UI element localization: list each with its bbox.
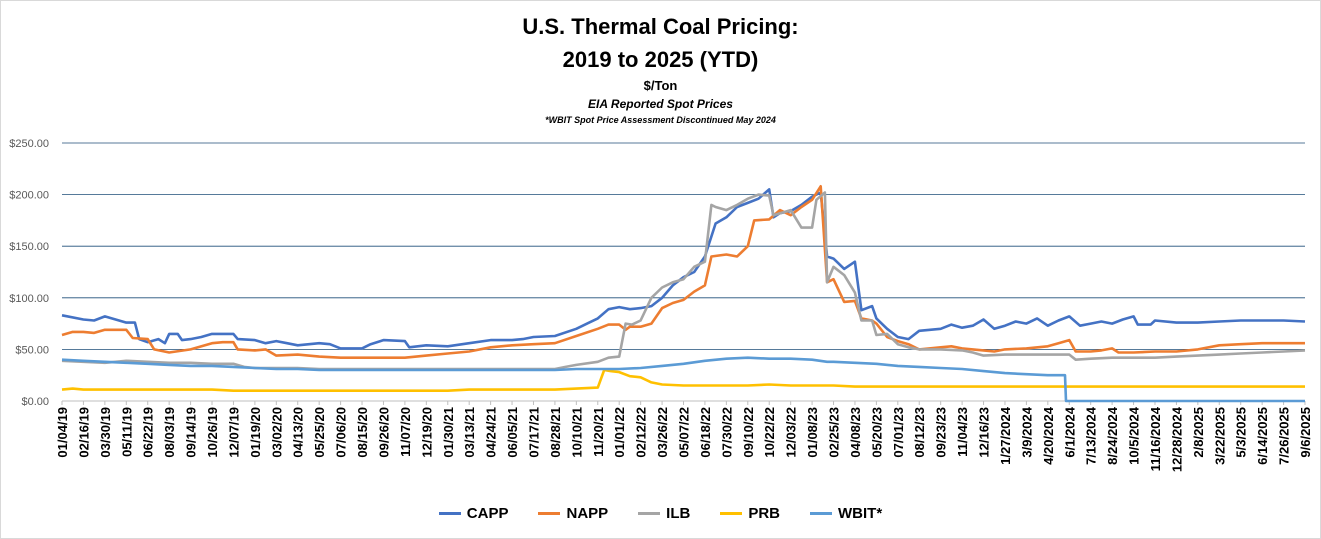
x-tick-label: 04/13/20 [291, 407, 306, 458]
x-tick-label: 8/24/2024 [1105, 406, 1120, 465]
x-tick-label: 05/11/19 [119, 407, 134, 457]
series-line-capp [61, 188, 1306, 350]
legend-item: NAPP [538, 505, 608, 522]
y-tick-label: $50.00 [15, 344, 49, 356]
unit-label: $/Ton [643, 78, 678, 93]
y-tick-label: $200.00 [9, 190, 49, 202]
x-tick-label: 09/10/22 [741, 407, 756, 458]
legend-item: PRB [720, 505, 780, 522]
x-tick-label: 09/14/19 [184, 407, 199, 458]
legend-label: PRB [748, 505, 781, 522]
legend-swatch [538, 512, 561, 515]
series-line-wbit [61, 356, 1305, 403]
legend-swatch [720, 512, 743, 515]
x-tick-label: 03/30/19 [98, 407, 113, 458]
x-tick-label: 04/24/21 [484, 407, 499, 458]
legend-swatch [810, 512, 833, 515]
x-tick-label: 1/27/2024 [998, 406, 1013, 465]
x-tick-label: 11/16/2024 [1148, 406, 1163, 471]
x-tick-label: 01/19/20 [248, 407, 263, 458]
series-line-prb [61, 368, 1305, 392]
x-tick-label: 3/9/2024 [1019, 406, 1034, 457]
legend-label: ILB [666, 505, 691, 522]
series-line-ilb [61, 191, 1306, 371]
x-tick-label: 05/20/23 [869, 407, 884, 458]
x-tick-label: 01/08/23 [805, 407, 820, 458]
x-tick-label: 08/12/23 [912, 407, 927, 458]
x-tick-label: 11/20/21 [591, 407, 606, 457]
chart-title: U.S. Thermal Coal Pricing: [522, 14, 799, 39]
x-tick-label: 9/6/2025 [1298, 407, 1313, 458]
x-tick-label: 01/01/22 [612, 407, 627, 458]
x-tick-label: 08/03/19 [162, 407, 177, 458]
y-tick-label: $250.00 [9, 138, 49, 150]
x-tick-label: 10/5/2024 [1127, 406, 1142, 465]
legend-item: ILB [638, 505, 690, 522]
x-tick-label: 7/26/2025 [1277, 407, 1292, 465]
x-tick-label: 6/14/2025 [1255, 407, 1270, 465]
x-tick-label: 06/22/19 [141, 407, 156, 458]
legend-label: NAPP [566, 505, 609, 522]
x-tick-label: 01/04/19 [55, 407, 70, 458]
x-tick-label: 06/18/22 [698, 407, 713, 458]
legend-label: CAPP [466, 505, 509, 522]
x-tick-label: 03/13/21 [462, 407, 477, 458]
chart-subtitle: EIA Reported Spot Prices [588, 97, 733, 111]
x-tick-label: 12/28/2024 [1169, 406, 1184, 472]
x-tick-label: 02/12/22 [634, 407, 649, 458]
x-tick-label: 4/20/2024 [1041, 406, 1056, 465]
x-tick-label: 09/23/23 [934, 407, 949, 458]
x-tick-label: 01/30/21 [441, 407, 456, 458]
x-tick-label: 09/26/20 [376, 407, 391, 458]
x-tick-label: 03/26/22 [655, 407, 670, 458]
legend-item: WBIT* [810, 505, 882, 522]
y-tick-label: $150.00 [9, 241, 49, 253]
x-tick-label: 6/1/2024 [1062, 406, 1077, 457]
x-tick-label: 2/8/2025 [1191, 407, 1206, 458]
x-tick-label: 02/25/23 [827, 407, 842, 458]
x-tick-label: 02/16/19 [76, 407, 91, 458]
x-tick-label: 10/22/22 [762, 407, 777, 458]
x-tick-label: 12/19/20 [419, 407, 434, 458]
x-tick-label: 10/10/21 [569, 407, 584, 458]
y-tick-label: $100.00 [9, 293, 49, 305]
x-tick-label: 10/26/19 [205, 407, 220, 458]
x-tick-label: 07/17/21 [526, 407, 541, 458]
x-tick-label: 11/07/20 [398, 407, 413, 457]
legend-item: CAPP [438, 505, 509, 522]
legend-label: WBIT* [838, 505, 883, 522]
chart-note: *WBIT Spot Price Assessment Discontinued… [545, 115, 776, 125]
x-tick-label: 12/07/19 [226, 407, 241, 458]
legend-swatch [438, 512, 461, 515]
chart-title-line2: 2019 to 2025 (YTD) [562, 47, 759, 72]
x-tick-label: 08/15/20 [355, 407, 370, 458]
x-tick-label: 07/01/23 [891, 407, 906, 458]
x-tick-label: 07/30/22 [719, 407, 734, 458]
x-tick-label: 03/02/20 [269, 407, 284, 458]
x-tick-label: 05/07/22 [677, 407, 692, 458]
y-tick-label: $0.00 [21, 396, 49, 408]
legend-swatch [638, 512, 661, 515]
x-tick-label: 05/25/20 [312, 407, 327, 458]
x-tick-label: 11/04/23 [955, 407, 970, 457]
series-line-napp [61, 185, 1305, 359]
x-tick-label: 3/22/2025 [1212, 407, 1227, 465]
x-tick-label: 08/28/21 [548, 407, 563, 458]
x-tick-label: 7/13/2024 [1084, 406, 1099, 465]
x-tick-label: 06/05/21 [505, 407, 520, 458]
x-tick-label: 04/08/23 [848, 407, 863, 458]
chart-legend: CAPP NAPP ILB PRB WBIT* [0, 505, 1321, 522]
x-tick-label: 12/16/23 [977, 407, 992, 458]
x-tick-label: 12/03/22 [784, 407, 799, 458]
x-tick-label: 07/06/20 [334, 407, 349, 458]
x-tick-label: 5/3/2025 [1234, 407, 1249, 458]
